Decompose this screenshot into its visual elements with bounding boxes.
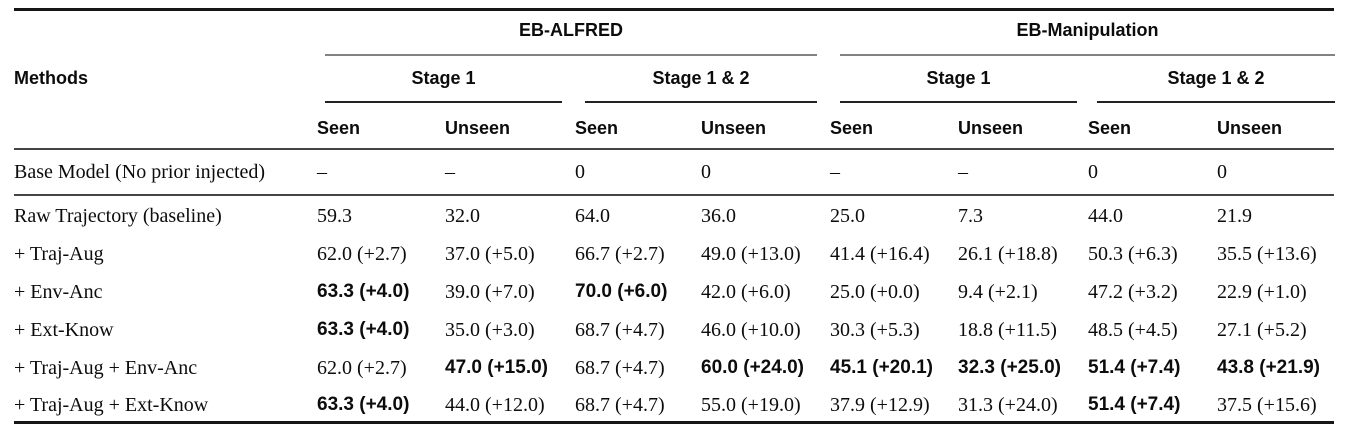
col-header-seen-4: Seen bbox=[1088, 118, 1132, 138]
table-cell: – bbox=[958, 161, 968, 183]
table-cell: 35.5 (+13.6) bbox=[1217, 243, 1317, 265]
table-cell: 9.4 (+2.1) bbox=[958, 281, 1038, 303]
bottomrule bbox=[14, 421, 1334, 424]
table-cell: – bbox=[317, 161, 327, 183]
table-cell: 68.7 (+4.7) bbox=[575, 319, 665, 341]
stage-header-alfred-stage1: Stage 1 bbox=[411, 68, 476, 88]
table-cell: 44.0 bbox=[1088, 205, 1123, 227]
table-cell: 70.0 (+6.0) bbox=[575, 281, 668, 302]
table-cell: 39.0 (+7.0) bbox=[445, 281, 535, 303]
table-cell: 63.3 (+4.0) bbox=[317, 394, 410, 415]
cmidrule-alfred-stage1 bbox=[325, 101, 562, 103]
table-cell: – bbox=[445, 161, 455, 183]
table-row: + Env-Anc 63.3 (+4.0) 39.0 (+7.0) 70.0 (+6.… bbox=[0, 279, 1348, 305]
midrule-below-base-model bbox=[14, 194, 1334, 196]
table-cell: 32.3 (+25.0) bbox=[958, 357, 1061, 378]
table-cell: 62.0 (+2.7) bbox=[317, 243, 407, 265]
row-method-label: Base Model (No prior injected) bbox=[14, 161, 266, 183]
group-header-eb-manipulation: EB-Manipulation bbox=[1016, 20, 1159, 40]
table-row: + Traj-Aug 62.0 (+2.7) 37.0 (+5.0) 66.7 (+2… bbox=[0, 241, 1348, 267]
table-cell: 59.3 bbox=[317, 205, 352, 227]
cmidrule-eb-manipulation bbox=[840, 54, 1335, 56]
table-cell: 37.9 (+12.9) bbox=[830, 394, 930, 416]
table-cell: 31.3 (+24.0) bbox=[958, 394, 1058, 416]
stage-header-manip-stage1: Stage 1 bbox=[926, 68, 991, 88]
table-cell: 68.7 (+4.7) bbox=[575, 394, 665, 416]
col-header-unseen-2: Unseen bbox=[701, 118, 767, 138]
table-cell: 68.7 (+4.7) bbox=[575, 357, 665, 379]
table-cell: 50.3 (+6.3) bbox=[1088, 243, 1178, 265]
row-method-label: + Traj-Aug + Ext-Know bbox=[14, 394, 209, 416]
table-cell: 22.9 (+1.0) bbox=[1217, 281, 1307, 303]
table-cell: 47.2 (+3.2) bbox=[1088, 281, 1178, 303]
table-cell: 46.0 (+10.0) bbox=[701, 319, 801, 341]
stage-header-manip-stage12: Stage 1 & 2 bbox=[1167, 68, 1265, 88]
col-header-seen-2: Seen bbox=[575, 118, 619, 138]
table-cell: 48.5 (+4.5) bbox=[1088, 319, 1178, 341]
table-cell: 60.0 (+24.0) bbox=[701, 357, 804, 378]
col-header-seen-3: Seen bbox=[830, 118, 874, 138]
toprule bbox=[14, 8, 1334, 11]
table-row: + Ext-Know 63.3 (+4.0) 35.0 (+3.0) 68.7 (+4… bbox=[0, 317, 1348, 343]
table-cell: 25.0 (+0.0) bbox=[830, 281, 920, 303]
table-cell: 43.8 (+21.9) bbox=[1217, 357, 1320, 378]
table-cell: 27.1 (+5.2) bbox=[1217, 319, 1307, 341]
table-cell: 7.3 bbox=[958, 205, 983, 227]
table-cell: 47.0 (+15.0) bbox=[445, 357, 548, 378]
table-row: + Traj-Aug + Env-Anc 62.0 (+2.7) 47.0 (+15… bbox=[0, 355, 1348, 381]
table-cell: 49.0 (+13.0) bbox=[701, 243, 801, 265]
stage-header-alfred-stage12: Stage 1 & 2 bbox=[652, 68, 750, 88]
table-cell: 0 bbox=[1088, 161, 1098, 183]
table-cell: 35.0 (+3.0) bbox=[445, 319, 535, 341]
col-header-unseen-1: Unseen bbox=[445, 118, 511, 138]
col-header-unseen-4: Unseen bbox=[1217, 118, 1283, 138]
cmidrule-eb-alfred bbox=[325, 54, 817, 56]
cmidrule-alfred-stage12 bbox=[585, 101, 817, 103]
row-method-label: + Env-Anc bbox=[14, 281, 103, 303]
table-cell: 41.4 (+16.4) bbox=[830, 243, 930, 265]
table-cell: 62.0 (+2.7) bbox=[317, 357, 407, 379]
table-cell: 25.0 bbox=[830, 205, 865, 227]
row-method-label: + Traj-Aug bbox=[14, 243, 104, 265]
col-header-seen-1: Seen bbox=[317, 118, 361, 138]
table-cell: 55.0 (+19.0) bbox=[701, 394, 801, 416]
midrule-below-header bbox=[14, 148, 1334, 150]
row-method-label: + Ext-Know bbox=[14, 319, 114, 341]
col-header-unseen-3: Unseen bbox=[958, 118, 1024, 138]
table-row: + Traj-Aug + Ext-Know 63.3 (+4.0) 44.0 (+1… bbox=[0, 392, 1348, 418]
table-cell: 37.0 (+5.0) bbox=[445, 243, 535, 265]
table-cell: 45.1 (+20.1) bbox=[830, 357, 933, 378]
table-cell: 26.1 (+18.8) bbox=[958, 243, 1058, 265]
table-cell: 36.0 bbox=[701, 205, 736, 227]
table-cell: 32.0 bbox=[445, 205, 480, 227]
table-cell: – bbox=[830, 161, 840, 183]
table-cell: 37.5 (+15.6) bbox=[1217, 394, 1317, 416]
table-cell: 51.4 (+7.4) bbox=[1088, 394, 1181, 415]
row-method-label: Raw Trajectory (baseline) bbox=[14, 205, 222, 227]
methods-header: Methods bbox=[14, 68, 88, 88]
table-cell: 51.4 (+7.4) bbox=[1088, 357, 1181, 378]
table-cell: 0 bbox=[701, 161, 711, 183]
table-row: Base Model (No prior injected) – – 0 0 – – 0 0 bbox=[0, 159, 1348, 185]
table-cell: 64.0 bbox=[575, 205, 610, 227]
table-cell: 42.0 (+6.0) bbox=[701, 281, 791, 303]
table-cell: 0 bbox=[1217, 161, 1227, 183]
cmidrule-manip-stage12 bbox=[1097, 101, 1335, 103]
table-cell: 21.9 bbox=[1217, 205, 1252, 227]
table-cell: 18.8 (+11.5) bbox=[958, 319, 1057, 341]
table-cell: 66.7 (+2.7) bbox=[575, 243, 665, 265]
cmidrule-manip-stage1 bbox=[840, 101, 1077, 103]
table-cell: 0 bbox=[575, 161, 585, 183]
table-cell: 44.0 (+12.0) bbox=[445, 394, 545, 416]
group-header-eb-alfred: EB-ALFRED bbox=[519, 20, 623, 40]
table-cell: 63.3 (+4.0) bbox=[317, 281, 410, 302]
table-row: Raw Trajectory (baseline) 59.3 32.0 64.0 36.… bbox=[0, 203, 1348, 229]
table-cell: 30.3 (+5.3) bbox=[830, 319, 920, 341]
row-method-label: + Traj-Aug + Env-Anc bbox=[14, 357, 198, 379]
table-cell: 63.3 (+4.0) bbox=[317, 319, 410, 340]
